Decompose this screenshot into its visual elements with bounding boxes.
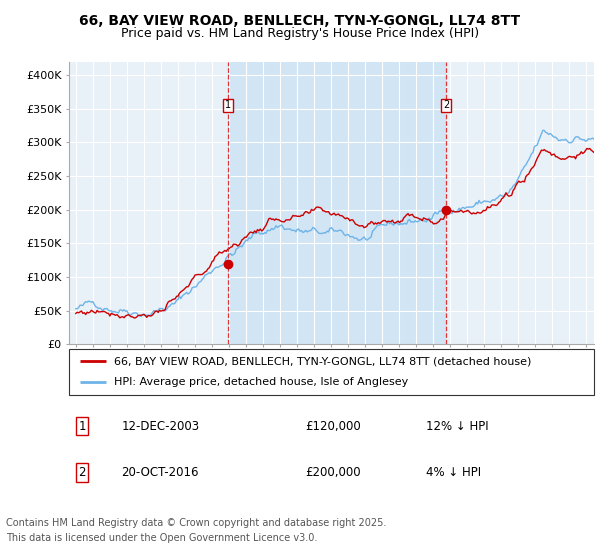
Text: 12-DEC-2003: 12-DEC-2003 <box>121 420 200 433</box>
Text: Price paid vs. HM Land Registry's House Price Index (HPI): Price paid vs. HM Land Registry's House … <box>121 27 479 40</box>
Text: £200,000: £200,000 <box>305 466 361 479</box>
Text: 20-OCT-2016: 20-OCT-2016 <box>121 466 199 479</box>
Text: 12% ↓ HPI: 12% ↓ HPI <box>426 420 488 433</box>
Text: 1: 1 <box>225 100 231 110</box>
Text: 1: 1 <box>79 420 86 433</box>
Text: HPI: Average price, detached house, Isle of Anglesey: HPI: Average price, detached house, Isle… <box>113 377 408 388</box>
Text: Contains HM Land Registry data © Crown copyright and database right 2025.: Contains HM Land Registry data © Crown c… <box>6 518 386 528</box>
Text: 66, BAY VIEW ROAD, BENLLECH, TYN-Y-GONGL, LL74 8TT: 66, BAY VIEW ROAD, BENLLECH, TYN-Y-GONGL… <box>79 14 521 28</box>
Text: This data is licensed under the Open Government Licence v3.0.: This data is licensed under the Open Gov… <box>6 533 317 543</box>
Text: 2: 2 <box>79 466 86 479</box>
Text: £120,000: £120,000 <box>305 420 361 433</box>
Text: 2: 2 <box>443 100 449 110</box>
Bar <box>228 62 446 344</box>
Text: 66, BAY VIEW ROAD, BENLLECH, TYN-Y-GONGL, LL74 8TT (detached house): 66, BAY VIEW ROAD, BENLLECH, TYN-Y-GONGL… <box>113 356 531 366</box>
Text: 4% ↓ HPI: 4% ↓ HPI <box>426 466 481 479</box>
